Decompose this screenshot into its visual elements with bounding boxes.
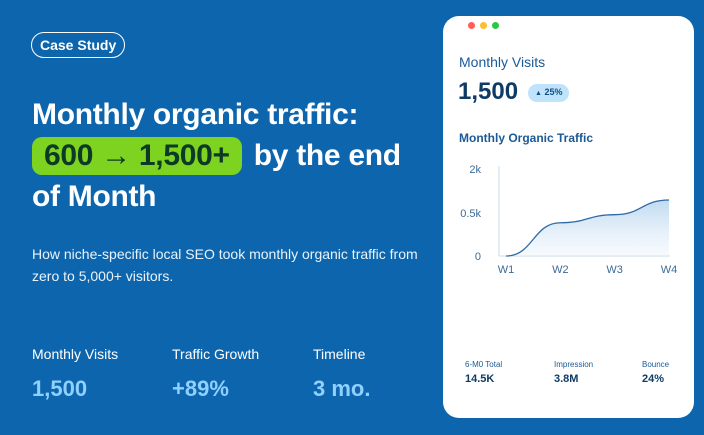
stat-traffic-growth: Traffic Growth +89%: [172, 346, 259, 402]
headline: Monthly organic traffic: 600 → 1,500+ by…: [32, 94, 432, 217]
stat-value: 3 mo.: [313, 376, 371, 401]
y-tick-label: 0: [475, 251, 481, 263]
x-tick-label: W1: [498, 264, 515, 276]
metric-value: 24%: [642, 373, 665, 385]
stat-value: 1,500: [32, 376, 88, 401]
metric-6mo-total: 6-M0 Total 14.5K: [465, 360, 502, 385]
x-tick-label: W3: [606, 264, 623, 276]
metric-label: 6-M0 Total: [465, 360, 503, 369]
y-tick-label: 0.5k: [460, 208, 481, 220]
metric-label: Bounce: [642, 360, 670, 369]
subtitle: How niche-specific local SEO took monthl…: [32, 246, 418, 284]
chart-title: Monthly Organic Traffic: [459, 131, 594, 145]
close-dot-icon[interactable]: [468, 22, 475, 29]
change-badge: ▲ 25%: [528, 84, 570, 102]
x-tick-label: W2: [552, 264, 569, 276]
stat-label: Traffic Growth: [172, 346, 260, 362]
analytics-card: Monthly Visits 1,500 ▲ 25% Monthly Organ…: [443, 16, 694, 418]
stat-label: Monthly Visits: [32, 346, 119, 362]
headline-highlight: 600 → 1,500+: [32, 137, 242, 175]
x-tick-label: W4: [661, 264, 678, 276]
card-title: Monthly Visits: [459, 54, 546, 70]
stat-monthly-visits: Monthly Visits 1,500: [32, 346, 118, 402]
change-value: 25%: [544, 87, 563, 97]
maximize-dot-icon[interactable]: [492, 22, 499, 29]
card-value: 1,500: [458, 78, 519, 105]
stat-label: Timeline: [313, 346, 366, 362]
traffic-chart: 0 0.5k 2k W1 W2 W3 W4: [460, 164, 678, 276]
metric-bounce: Bounce 24%: [642, 360, 669, 385]
metric-label: Impression: [554, 360, 594, 369]
triangle-up-icon: ▲: [535, 90, 542, 97]
headline-line-1: Monthly organic traffic:: [32, 98, 359, 131]
minimize-dot-icon[interactable]: [480, 22, 487, 29]
stat-value: +89%: [172, 376, 229, 401]
window-controls: [468, 22, 499, 29]
stat-timeline: Timeline 3 mo.: [313, 346, 370, 402]
area-fill: [506, 200, 669, 256]
case-study-badge: Case Study: [31, 32, 126, 58]
series-line: [505, 199, 670, 257]
metric-value: 14.5K: [465, 373, 495, 385]
y-tick-label: 2k: [469, 164, 481, 176]
headline-rest: by the end of Month: [32, 139, 401, 213]
metric-value: 3.8M: [554, 373, 579, 385]
metric-impression: Impression 3.8M: [554, 360, 593, 385]
